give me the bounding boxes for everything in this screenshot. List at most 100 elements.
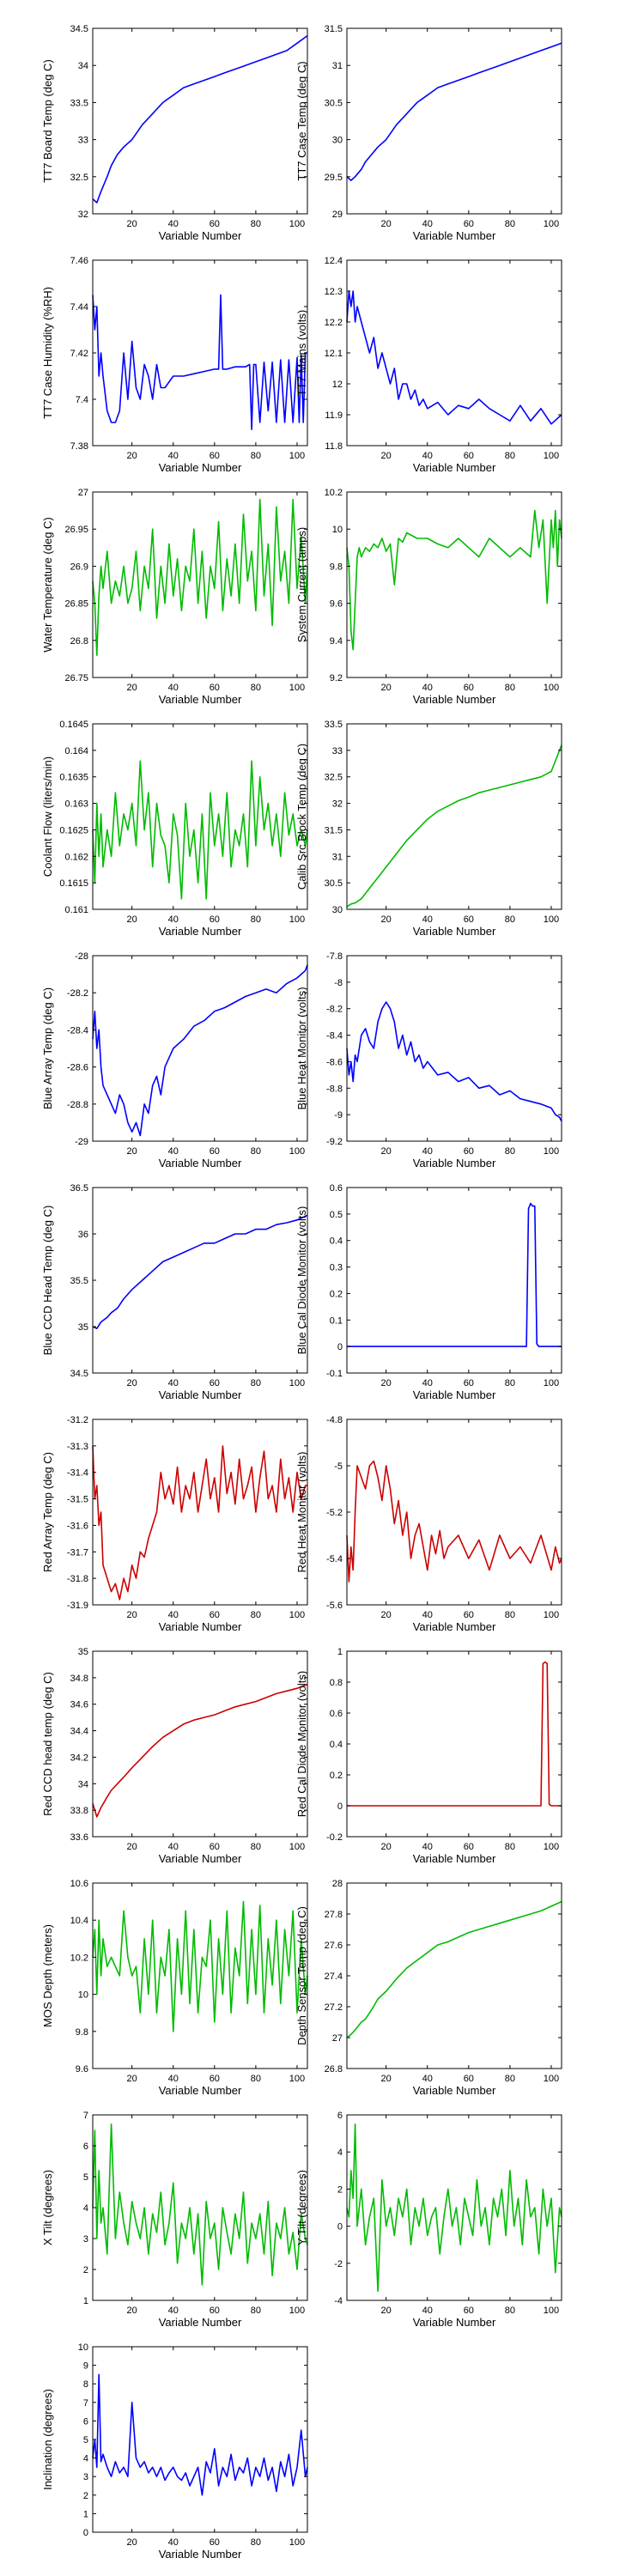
x-tick-label: 60	[464, 2306, 474, 2316]
y-tick-label: -31.8	[67, 1574, 88, 1584]
chart-10: -9.2 -9 -8.8 -8.6 -8.4 -8.2 -8 -7.8 20 40 60 80 100 V…	[295, 951, 562, 1170]
y-tick-label: 12.2	[325, 318, 343, 328]
y-tick-label: 31.5	[325, 825, 343, 835]
y-tick-label: 7.38	[70, 441, 88, 452]
y-tick-label: -28	[75, 951, 88, 962]
series-line	[346, 1001, 562, 1122]
chart-1: 32 32.5 33 33.5 34 34.5 20 40 60 80 100 Variable Nu…	[41, 24, 308, 242]
series-line	[346, 2123, 562, 2292]
x-tick-label: 60	[464, 683, 474, 693]
series-line	[92, 34, 308, 204]
x-tick-label: 60	[210, 1378, 220, 1388]
y-tick-label: 27.4	[325, 1971, 343, 1982]
chart-12: -0.1 0 0.1 0.2 0.3 0.4 0.5 0.6 20 40 60 80 100 Variab…	[295, 1183, 562, 1401]
axes-box	[92, 491, 308, 678]
axes-box	[92, 955, 308, 1142]
x-tick-label: 60	[464, 451, 474, 461]
x-tick-label: 80	[505, 683, 515, 693]
y-axis-label: Blue Array Temp (deg C)	[41, 987, 54, 1109]
series-line	[346, 42, 562, 181]
x-tick-label: 80	[251, 683, 261, 693]
y-tick-label: 35	[78, 1647, 88, 1657]
x-tick-label: 100	[289, 219, 305, 229]
y-tick-label: -8.4	[326, 1031, 343, 1042]
x-tick-label: 60	[210, 2074, 220, 2084]
x-tick-label: 100	[289, 451, 305, 461]
x-tick-label: 60	[464, 1378, 474, 1388]
y-tick-label: 32	[78, 210, 88, 220]
y-tick-label: 26.75	[64, 673, 88, 683]
x-tick-label: 100	[289, 2537, 305, 2548]
x-tick-label: 40	[422, 1610, 433, 1620]
x-tick-label: 40	[168, 914, 179, 925]
x-tick-label: 60	[210, 219, 220, 229]
y-tick-label: 34	[78, 61, 88, 71]
y-axis-label: Red Array Temp (deg C)	[41, 1452, 54, 1572]
chart-19: 1 2 3 4 5 6 7 20 40 60 80 100 Variable Number X Tilt …	[41, 2111, 308, 2329]
y-tick-label: -8.6	[326, 1057, 343, 1067]
x-tick-label: 100	[544, 1378, 559, 1388]
y-tick-label: 7.46	[70, 256, 88, 266]
y-tick-label: -9	[334, 1110, 343, 1121]
chart-2: 29 29.5 30 30.5 31 31.5 20 40 60 80 100 Variable Nu…	[295, 24, 562, 242]
x-tick-label: 60	[210, 683, 220, 693]
x-tick-label: 20	[127, 451, 137, 461]
x-axis-label: Variable Number	[413, 693, 496, 706]
y-tick-label: 10	[78, 2342, 88, 2353]
y-tick-label: 10	[332, 525, 343, 535]
x-tick-label: 40	[422, 2074, 433, 2084]
y-tick-label: 27.8	[325, 1910, 343, 1920]
x-tick-label: 80	[251, 1378, 261, 1388]
y-tick-label: 33	[332, 746, 343, 756]
x-tick-label: 40	[422, 2306, 433, 2316]
y-tick-label: 0.2	[330, 1771, 343, 1781]
y-tick-label: 31	[332, 61, 343, 71]
y-tick-label: -5	[334, 1461, 343, 1472]
x-tick-label: 60	[210, 2537, 220, 2548]
x-tick-label: 20	[381, 1146, 392, 1157]
x-tick-label: 60	[464, 2074, 474, 2084]
x-axis-label: Variable Number	[159, 1388, 242, 1401]
y-tick-label: 35	[78, 1322, 88, 1333]
x-tick-label: 60	[210, 2306, 220, 2316]
x-tick-label: 60	[210, 451, 220, 461]
series-line	[346, 1900, 562, 2038]
x-tick-label: 20	[127, 2074, 137, 2084]
x-tick-label: 100	[289, 914, 305, 925]
x-tick-label: 60	[210, 1610, 220, 1620]
series-line	[92, 1214, 308, 1329]
series-line	[347, 1202, 562, 1347]
y-tick-label: 3	[83, 2472, 88, 2482]
y-tick-label: 30	[332, 136, 343, 146]
y-tick-label: 0.161	[64, 905, 88, 915]
x-tick-label: 20	[127, 1610, 137, 1620]
y-tick-label: 7	[83, 2111, 88, 2121]
x-tick-label: 60	[210, 1146, 220, 1157]
y-tick-label: 4	[83, 2454, 88, 2464]
x-tick-label: 80	[251, 451, 261, 461]
y-tick-label: 34	[78, 1779, 88, 1789]
y-tick-label: 26.9	[70, 562, 88, 572]
x-tick-label: 100	[544, 2306, 559, 2316]
y-tick-label: 32.5	[325, 773, 343, 783]
y-axis-label: Red CCD head temp (deg C)	[41, 1672, 54, 1816]
y-axis-label: Red Cal Diode Monitor (volts)	[295, 1671, 308, 1818]
axes-box	[346, 1419, 562, 1606]
y-tick-label: 7.44	[70, 302, 88, 313]
y-tick-label: -5.2	[326, 1508, 343, 1518]
y-tick-label: 0.5	[330, 1210, 343, 1220]
x-axis-label: Variable Number	[159, 1852, 242, 1865]
y-tick-label: 31.5	[325, 24, 343, 34]
y-tick-label: 9.8	[76, 2027, 88, 2038]
y-tick-label: 5	[83, 2435, 88, 2445]
x-tick-label: 80	[251, 914, 261, 925]
axes-box	[92, 1419, 308, 1606]
x-tick-label: 40	[422, 1378, 433, 1388]
x-tick-label: 20	[381, 683, 392, 693]
y-tick-label: 0.2	[330, 1289, 343, 1299]
y-tick-label: 10.4	[70, 1916, 88, 1926]
x-axis-label: Variable Number	[413, 1852, 496, 1865]
y-tick-label: 10	[78, 1990, 88, 2001]
y-tick-label: 12.1	[325, 349, 343, 359]
series-line	[346, 744, 562, 908]
